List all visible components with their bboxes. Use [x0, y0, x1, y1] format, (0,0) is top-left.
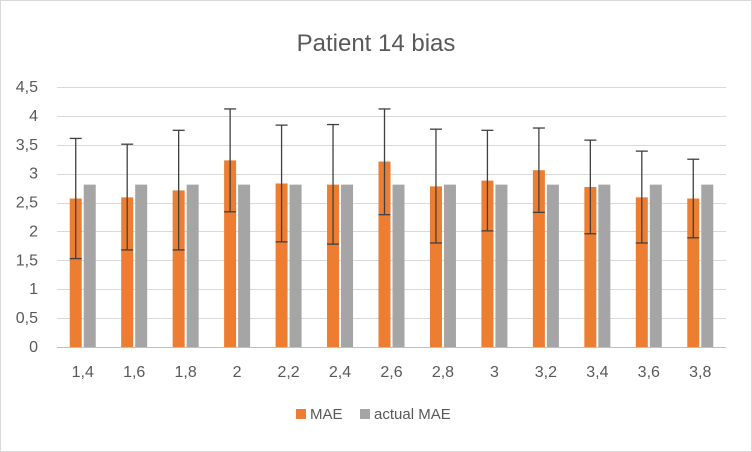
- error-bar: [584, 139, 597, 235]
- bar-actual-mae: [289, 184, 302, 347]
- bar-mae: [172, 190, 185, 347]
- x-tick-label: 1,8: [175, 364, 197, 381]
- error-bar: [532, 127, 545, 214]
- bar-mae: [429, 186, 442, 347]
- bar-actual-mae: [186, 184, 199, 347]
- x-tick-label: 1,4: [72, 364, 94, 381]
- x-tick-label: 3,8: [689, 364, 711, 381]
- bar-mae: [687, 198, 700, 347]
- bar-mae: [481, 180, 494, 347]
- bar-mae: [378, 161, 391, 347]
- legend: MAE actual MAE: [296, 406, 451, 423]
- bar-actual-mae: [341, 184, 354, 347]
- legend-swatch-actual-mae: [360, 409, 370, 419]
- bar-actual-mae: [701, 184, 714, 347]
- y-tick-label: 1: [29, 281, 38, 298]
- bar-mae: [224, 160, 237, 347]
- error-bar: [224, 108, 237, 213]
- legend-label-actual-mae: actual MAE: [374, 406, 451, 423]
- bar-actual-mae: [443, 184, 456, 347]
- y-tick-label: 3,5: [16, 137, 38, 154]
- x-tick-label: 3,4: [586, 364, 608, 381]
- bars: [69, 160, 714, 347]
- bar-mae: [584, 186, 597, 347]
- y-tick-label: 4: [29, 108, 38, 125]
- error-bar: [429, 128, 442, 244]
- x-tick-label: 2,4: [329, 364, 351, 381]
- y-tick-label: 2: [29, 223, 38, 240]
- bar-mae: [121, 197, 134, 347]
- x-tick-label: 3,2: [535, 364, 557, 381]
- y-tick-label: 2,5: [16, 195, 38, 212]
- legend-label-mae: MAE: [310, 406, 343, 423]
- bar-mae: [275, 183, 288, 347]
- bar-actual-mae: [495, 184, 508, 347]
- x-tick-label: 3: [490, 364, 499, 381]
- gridlines: [57, 87, 726, 348]
- x-tick-label: 1,6: [123, 364, 145, 381]
- x-tick-label: 2: [233, 364, 242, 381]
- x-tick-label: 3,6: [638, 364, 660, 381]
- x-tick-label: 2,6: [380, 364, 402, 381]
- error-bar: [69, 137, 82, 260]
- bar-mae: [532, 170, 545, 347]
- error-bar: [327, 123, 340, 245]
- y-axis-ticks: 0 0,5 1 1,5 2 2,5 3 3,5 4 4,5: [16, 79, 38, 356]
- error-bar: [481, 129, 494, 232]
- chart-title: Patient 14 bias: [297, 30, 456, 57]
- y-tick-label: 0: [29, 339, 38, 356]
- legend-swatch-mae: [296, 409, 306, 419]
- error-bar: [275, 124, 288, 243]
- error-bar: [635, 150, 648, 244]
- bar-actual-mae: [649, 184, 662, 347]
- y-tick-label: 4,5: [16, 79, 38, 96]
- x-tick-label: 2,8: [432, 364, 454, 381]
- bar-mae: [635, 197, 648, 347]
- y-tick-label: 0,5: [16, 310, 38, 327]
- y-tick-label: 3: [29, 166, 38, 183]
- bar-actual-mae: [598, 184, 611, 347]
- bar-actual-mae: [546, 184, 559, 347]
- bar-actual-mae: [83, 184, 96, 347]
- error-bar: [172, 129, 185, 251]
- error-bar: [121, 143, 134, 251]
- error-bars: [69, 108, 700, 260]
- error-bar: [687, 158, 700, 239]
- bar-actual-mae: [392, 184, 405, 347]
- y-tick-label: 1,5: [16, 252, 38, 269]
- bar-mae: [69, 198, 82, 347]
- bar-actual-mae: [238, 184, 251, 347]
- error-bar: [378, 108, 391, 216]
- bar-mae: [327, 184, 340, 347]
- bar-actual-mae: [135, 184, 148, 347]
- x-axis-ticks: 1,4 1,6 1,8 2 2,2 2,4 2,6 2,8 3 3,2 3,4 3,6 3,8: [72, 364, 712, 381]
- x-tick-label: 2,2: [277, 364, 299, 381]
